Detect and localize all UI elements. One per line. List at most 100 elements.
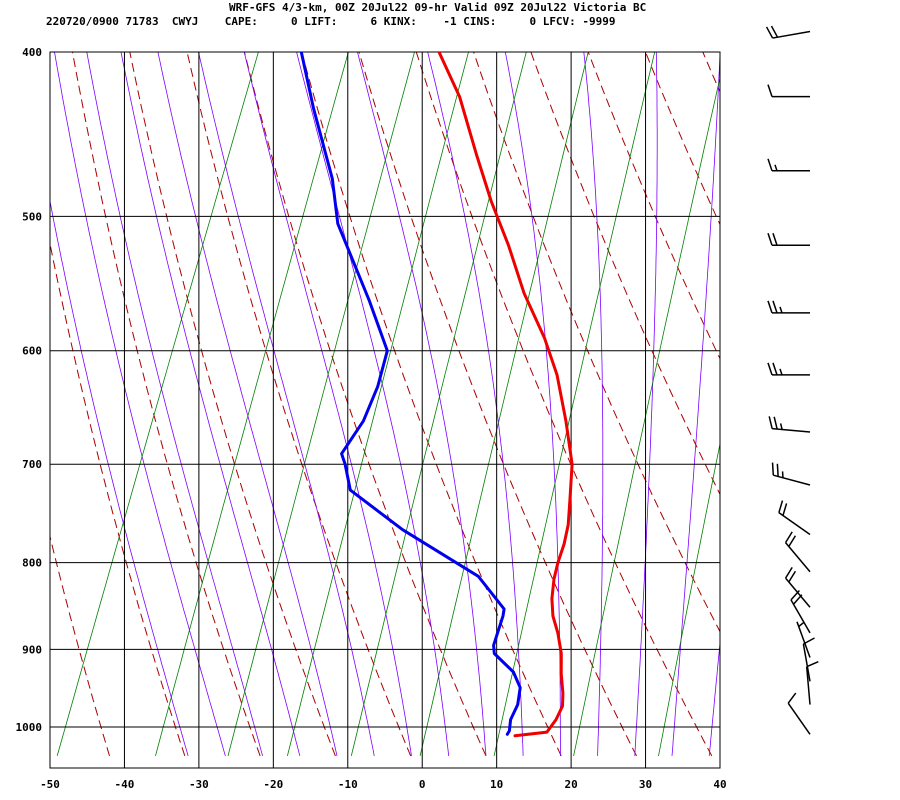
mixing-ratio-line	[227, 52, 415, 757]
wind-barb	[765, 25, 811, 39]
x-tick-label: -20	[263, 778, 283, 791]
sounding-indices: 220720/0900 71783 CWYJ CAPE: 0 LIFT: 6 K…	[46, 15, 616, 28]
dry-adiabat	[644, 52, 720, 226]
dry-adiabat	[702, 52, 720, 93]
wind-barb	[784, 531, 811, 573]
dry-adiabat	[752, 33, 900, 756]
mixing-ratio-line	[287, 52, 469, 756]
barb-feather	[778, 500, 784, 513]
barb-feather	[768, 416, 773, 429]
dry-adiabat	[415, 52, 713, 757]
wind-barb	[768, 416, 811, 433]
y-tick-label: 900	[22, 643, 42, 656]
barb-feather	[767, 300, 773, 314]
dry-adiabat	[358, 52, 637, 757]
moist-adiabat	[427, 52, 524, 756]
barb-shaft	[796, 621, 811, 658]
wind-barb	[790, 589, 811, 634]
plot-frame	[49, 51, 721, 769]
x-tick-label: 20	[564, 778, 577, 791]
barb-half-feather	[798, 621, 805, 628]
mixing-ratio-line	[493, 52, 656, 756]
barb-feather	[784, 566, 793, 579]
barb-feather	[770, 25, 779, 38]
wind-barb	[805, 660, 819, 705]
barb-feather	[772, 300, 778, 314]
dry-adiabat	[50, 534, 110, 757]
x-tick-label: 10	[490, 778, 503, 791]
x-tick-label: -10	[338, 778, 358, 791]
moist-adiabat	[671, 52, 720, 756]
barb-feather	[767, 158, 773, 172]
barb-feather	[803, 637, 815, 645]
moist-adiabat	[583, 52, 604, 756]
barb-half-feather	[779, 306, 783, 314]
dry-adiabat	[129, 52, 336, 757]
wind-barb	[767, 300, 810, 314]
wind-barb	[767, 233, 810, 247]
temperature-line	[437, 52, 574, 738]
y-tick-labels: 400 500 600 700 800 900 1000	[16, 46, 43, 734]
barb-half-feather	[774, 164, 778, 172]
barb-feather	[806, 660, 819, 668]
dry-adiabat	[71, 52, 261, 757]
wind-barb	[787, 692, 811, 735]
moist-adiabat	[50, 199, 189, 757]
barb-feather	[782, 503, 788, 516]
barb-feather	[772, 362, 778, 376]
barb-shaft	[773, 474, 811, 486]
wind-barb	[767, 158, 810, 172]
mixing-ratio-line	[573, 75, 720, 756]
y-tick-label: 400	[22, 46, 42, 59]
x-tick-label: -40	[115, 778, 135, 791]
chart-title: WRF-GFS 4/3-km, 00Z 20Jul22 09-hr Valid …	[229, 1, 647, 14]
y-tick-label: 500	[22, 210, 42, 223]
barb-half-feather	[779, 423, 783, 430]
barb-shaft	[790, 599, 811, 634]
barb-shaft	[784, 542, 811, 573]
barb-shaft	[805, 666, 811, 705]
dry-adiabat	[473, 52, 720, 633]
wind-barb	[778, 500, 811, 536]
dewpoint-line	[299, 52, 522, 736]
wind-barb	[771, 462, 811, 486]
x-tick-label: 0	[419, 778, 426, 791]
dry-adiabat	[301, 52, 562, 757]
wind-barb	[802, 637, 815, 682]
mixing-ratio-line	[350, 52, 527, 756]
barb-feather	[790, 589, 800, 601]
x-tick-label: 40	[713, 778, 726, 791]
barb-shaft	[787, 702, 811, 735]
wind-barb	[784, 566, 811, 608]
barb-feather	[767, 233, 773, 246]
mixing-ratio-line	[155, 52, 349, 757]
wind-barbs	[765, 25, 819, 735]
barb-shaft	[802, 643, 811, 682]
barb-feather	[765, 26, 774, 39]
barb-feather	[767, 362, 773, 376]
background-lines	[50, 33, 900, 757]
wind-barb	[796, 621, 811, 658]
barb-feather	[784, 531, 793, 544]
mixing-ratio-line	[419, 52, 589, 756]
dry-adiabat	[866, 33, 900, 756]
y-tick-label: 700	[22, 458, 42, 471]
barb-shaft	[778, 512, 811, 536]
moist-adiabat	[504, 52, 561, 756]
x-tick-label: -30	[189, 778, 209, 791]
dry-adiabat	[186, 52, 412, 757]
wind-barb	[767, 84, 810, 98]
dry-adiabat	[587, 52, 720, 360]
dry-adiabat	[50, 241, 186, 757]
mixing-ratio-line	[658, 441, 720, 756]
x-tick-labels: -50 -40 -30 -20 -10 0 10 20 30 40	[40, 778, 727, 791]
wind-barb	[767, 362, 810, 376]
barb-feather	[773, 416, 778, 430]
moist-adiabat	[120, 52, 301, 756]
dry-adiabat	[243, 52, 487, 757]
barb-feather	[787, 692, 797, 704]
barb-shaft	[772, 427, 811, 433]
x-tick-label: 30	[639, 778, 652, 791]
moist-adiabat	[634, 52, 658, 756]
